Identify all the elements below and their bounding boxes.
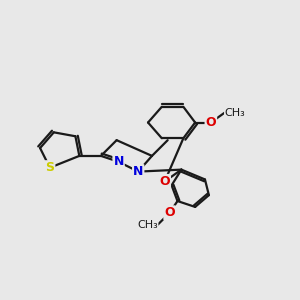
Text: O: O — [164, 206, 175, 219]
Text: CH₃: CH₃ — [225, 108, 245, 118]
Text: CH₃: CH₃ — [137, 220, 158, 230]
Text: O: O — [206, 116, 216, 129]
Text: N: N — [113, 155, 124, 168]
Text: O: O — [159, 175, 170, 188]
Text: N: N — [133, 165, 143, 178]
Text: S: S — [45, 161, 54, 174]
